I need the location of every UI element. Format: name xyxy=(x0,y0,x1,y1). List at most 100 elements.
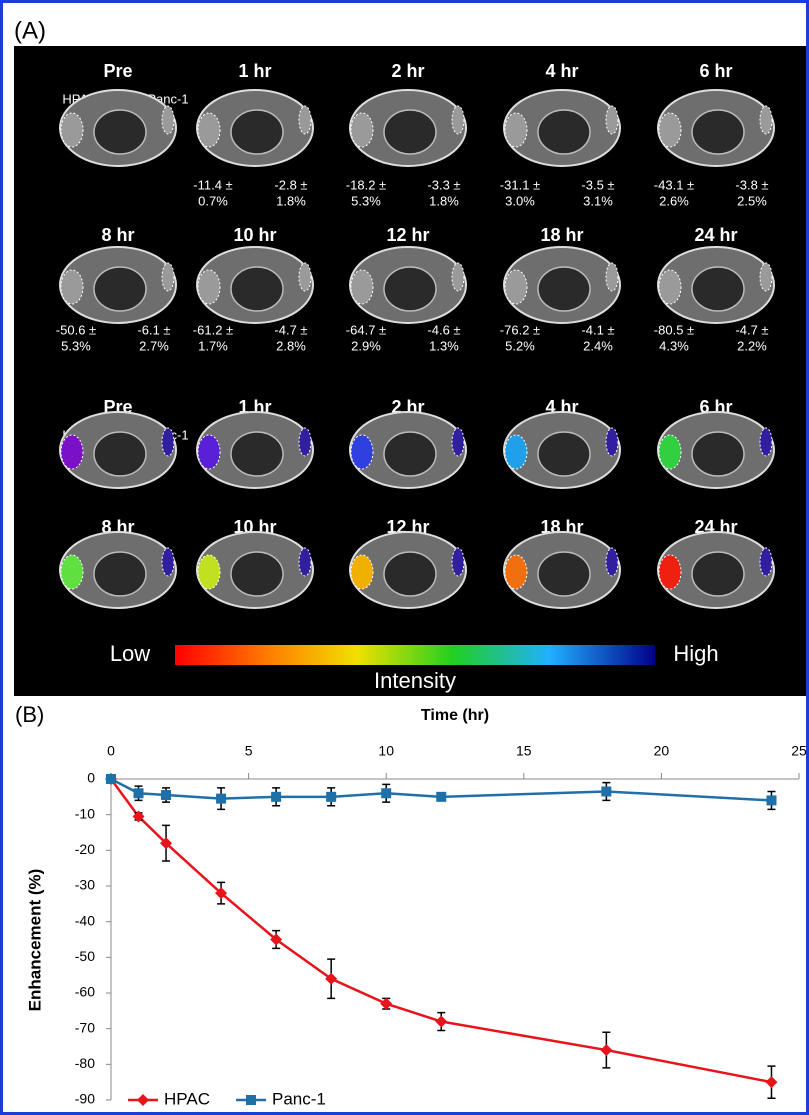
time-label: 12 hr xyxy=(386,225,429,245)
panc-enhancement: 2.8% xyxy=(276,338,306,353)
hpac-roi xyxy=(61,270,83,304)
hpac-roi xyxy=(61,435,83,469)
hpac-enhancement: -50.6 ± xyxy=(56,322,96,337)
time-label: 1 hr xyxy=(238,61,271,81)
hpac-roi xyxy=(198,435,220,469)
y-tick-label: -60 xyxy=(75,984,95,1000)
panc-roi xyxy=(299,263,311,291)
legend-label: HPAC xyxy=(164,1089,210,1108)
hpac-enhancement: 2.6% xyxy=(659,193,689,208)
y-tick-label: -50 xyxy=(75,948,95,964)
y-tick-label: -10 xyxy=(75,805,95,821)
hpac-roi xyxy=(61,555,83,589)
time-label: 6 hr xyxy=(699,61,732,81)
mri-organ xyxy=(384,432,436,476)
time-label: Pre xyxy=(103,61,132,81)
panc-roi xyxy=(452,106,464,134)
colorbar-title: Intensity xyxy=(374,668,456,693)
colorbar-low: Low xyxy=(110,641,150,666)
x-axis-title: Time (hr) xyxy=(421,707,489,724)
panc-roi xyxy=(760,428,772,456)
mri-organ xyxy=(231,110,283,154)
time-label: 4 hr xyxy=(545,61,578,81)
mri-organ xyxy=(538,110,590,154)
marker xyxy=(216,794,226,804)
hpac-enhancement: 1.7% xyxy=(198,338,228,353)
panc-roi xyxy=(606,106,618,134)
panel-label: (B) xyxy=(15,702,44,727)
mri-organ xyxy=(384,552,436,596)
panc-roi xyxy=(760,106,772,134)
panc-enhancement: 1.3% xyxy=(429,338,459,353)
panc-roi xyxy=(299,106,311,134)
panc-enhancement: -2.8 ± xyxy=(274,177,307,192)
hpac-enhancement: -31.1 ± xyxy=(500,177,540,192)
hpac-enhancement: 0.7% xyxy=(198,193,228,208)
hpac-roi xyxy=(505,113,527,147)
mri-organ xyxy=(94,267,146,311)
hpac-enhancement: 4.3% xyxy=(659,338,689,353)
mri-organ xyxy=(94,432,146,476)
panc-roi xyxy=(162,263,174,291)
time-label: 8 hr xyxy=(101,225,134,245)
x-tick-label: 15 xyxy=(516,743,532,759)
marker xyxy=(326,792,336,802)
x-tick-label: 25 xyxy=(791,743,807,759)
panc-roi xyxy=(452,428,464,456)
mri-organ xyxy=(384,267,436,311)
hpac-roi xyxy=(351,555,373,589)
colorbar-high: High xyxy=(673,641,718,666)
mri-organ xyxy=(94,110,146,154)
y-tick-label: -30 xyxy=(75,877,95,893)
panc-enhancement: 2.7% xyxy=(139,338,169,353)
hpac-enhancement: 5.3% xyxy=(61,338,91,353)
hpac-enhancement: 5.2% xyxy=(505,338,535,353)
marker xyxy=(271,792,281,802)
mri-organ xyxy=(231,267,283,311)
legend-marker xyxy=(137,1094,149,1106)
panel-label: (A) xyxy=(14,17,46,44)
hpac-enhancement: -76.2 ± xyxy=(500,322,540,337)
panc-roi xyxy=(162,428,174,456)
marker xyxy=(381,788,391,798)
marker xyxy=(106,774,116,784)
colorbar xyxy=(175,645,655,665)
marker xyxy=(161,790,171,800)
hpac-roi xyxy=(659,435,681,469)
hpac-enhancement: -43.1 ± xyxy=(654,177,694,192)
hpac-roi xyxy=(505,270,527,304)
series-line xyxy=(111,779,771,1082)
panc-roi xyxy=(162,106,174,134)
panc-enhancement: -3.5 ± xyxy=(581,177,614,192)
hpac-enhancement: 3.0% xyxy=(505,193,535,208)
mri-organ xyxy=(538,552,590,596)
time-label: 18 hr xyxy=(540,225,583,245)
mri-organ xyxy=(94,552,146,596)
mri-organ xyxy=(384,110,436,154)
y-tick-label: -70 xyxy=(75,1019,95,1035)
mri-organ xyxy=(692,432,744,476)
hpac-enhancement: 5.3% xyxy=(351,193,381,208)
marker xyxy=(380,998,392,1010)
hpac-roi xyxy=(505,435,527,469)
mri-organ xyxy=(692,267,744,311)
marker xyxy=(766,795,776,805)
hpac-enhancement: -61.2 ± xyxy=(193,322,233,337)
panc-roi xyxy=(606,263,618,291)
panc-enhancement: -4.7 ± xyxy=(735,322,768,337)
hpac-roi xyxy=(505,555,527,589)
legend-marker xyxy=(246,1095,256,1105)
marker xyxy=(600,1044,612,1056)
hpac-roi xyxy=(659,555,681,589)
panc-roi xyxy=(299,548,311,576)
panc-enhancement: -3.3 ± xyxy=(427,177,460,192)
hpac-roi xyxy=(351,113,373,147)
mri-organ xyxy=(692,110,744,154)
y-axis-title: Enhancement (%) xyxy=(25,869,44,1012)
mri-organ xyxy=(538,267,590,311)
panc-enhancement: 2.4% xyxy=(583,338,613,353)
panc-roi xyxy=(299,428,311,456)
panc-roi xyxy=(760,548,772,576)
mri-organ xyxy=(231,432,283,476)
panc-roi xyxy=(760,263,772,291)
